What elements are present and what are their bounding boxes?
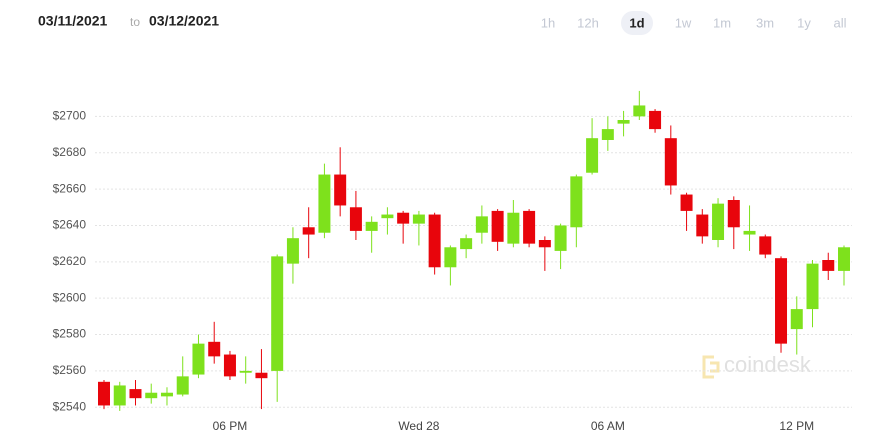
candle-body	[444, 247, 457, 268]
candle-body	[523, 210, 536, 244]
candle-body	[349, 207, 362, 231]
candle-body	[302, 227, 315, 235]
x-tick-label: 06 AM	[591, 419, 625, 433]
candle-body	[727, 200, 740, 228]
x-tick-label: Wed 28	[398, 419, 439, 433]
y-tick-label: $2660	[53, 181, 87, 195]
candle-body	[271, 256, 284, 371]
candle-body	[664, 138, 677, 186]
candle-body	[160, 392, 173, 397]
range-button[interactable]: 1y	[797, 15, 811, 30]
candle-body	[475, 216, 488, 233]
candle-body	[570, 176, 583, 228]
range-button[interactable]: 1m	[713, 15, 731, 30]
candle-body	[680, 194, 693, 211]
range-button[interactable]: 1w	[675, 15, 692, 30]
range-button[interactable]: all	[833, 15, 846, 30]
candle-body	[192, 343, 205, 375]
y-tick-label: $2620	[53, 254, 87, 268]
candle-body	[381, 214, 394, 219]
candle-body	[806, 263, 819, 310]
y-tick-label: $2600	[53, 290, 87, 304]
date-from: 03/11/2021	[38, 13, 108, 29]
y-tick-label: $2680	[53, 145, 87, 159]
watermark: coindesk	[724, 352, 812, 377]
y-tick-label: $2640	[53, 218, 87, 232]
candle-body	[98, 381, 110, 406]
candle-body	[223, 354, 236, 377]
candle-body	[176, 376, 189, 395]
candle-body	[617, 120, 630, 124]
candle-body	[507, 212, 520, 244]
candle-body	[334, 174, 347, 206]
candle-body	[838, 247, 850, 271]
candle-body	[145, 392, 158, 399]
candle-body	[712, 203, 725, 240]
candle-body	[365, 221, 378, 231]
candle-body	[397, 212, 410, 224]
range-button[interactable]: 1h	[541, 15, 555, 30]
candle-body	[538, 240, 551, 248]
candle-body	[428, 214, 441, 268]
y-tick-label: $2580	[53, 327, 87, 341]
candle-body	[208, 341, 221, 357]
date-to: 03/12/2021	[149, 13, 219, 29]
candle-body	[113, 385, 126, 406]
candle-body	[601, 129, 614, 140]
candle-body	[491, 210, 504, 242]
candle-body	[412, 214, 425, 224]
selected-range-bg	[621, 11, 653, 35]
y-tick-label: $2540	[53, 399, 87, 413]
x-tick-label: 12 PM	[779, 419, 814, 433]
range-button[interactable]: 3m	[756, 15, 774, 30]
range-button[interactable]: 1d	[629, 15, 644, 30]
date-separator: to	[130, 15, 140, 29]
candle-body	[586, 138, 599, 173]
candle-body	[649, 110, 662, 130]
candle-body	[554, 225, 567, 251]
candle-body	[239, 370, 252, 373]
candle-body	[790, 309, 803, 330]
candle-body	[633, 105, 646, 117]
candle-body	[696, 214, 709, 237]
candle-body	[822, 260, 835, 271]
candle-body	[460, 238, 473, 250]
candle-body	[286, 238, 299, 264]
candle-body	[743, 230, 756, 235]
candle-body	[129, 389, 142, 399]
candle-body	[775, 258, 788, 344]
watermark-logo	[702, 355, 720, 379]
candle-body	[318, 174, 331, 233]
candle-body	[255, 372, 268, 379]
range-button[interactable]: 12h	[577, 15, 599, 30]
x-tick-label: 06 PM	[213, 419, 248, 433]
y-tick-label: $2560	[53, 363, 87, 377]
candle-body	[759, 236, 772, 255]
y-tick-label: $2700	[53, 109, 87, 123]
